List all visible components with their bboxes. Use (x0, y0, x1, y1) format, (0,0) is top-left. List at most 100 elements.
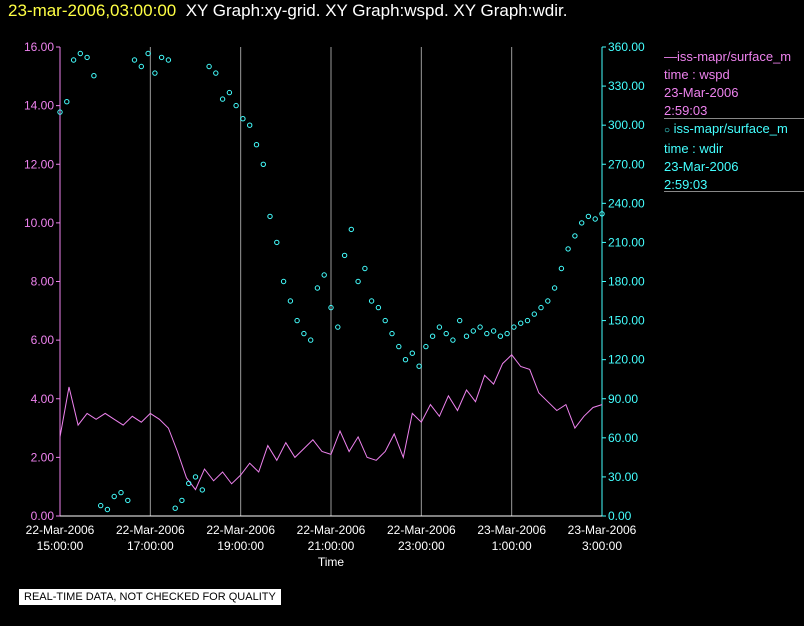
right-tick-label: 240.00 (608, 196, 645, 210)
data-point-wdir (70, 57, 77, 63)
left-tick-label: 16.00 (24, 40, 54, 54)
right-tick-label: 330.00 (608, 79, 645, 93)
x-tick-date: 22-Mar-2006 (387, 523, 456, 537)
data-point-wdir (457, 317, 463, 324)
header-graph-titles: XY Graph:xy-grid. XY Graph:wspd. XY Grap… (185, 1, 568, 20)
right-tick-label: 60.00 (608, 431, 638, 445)
data-point-wdir (260, 161, 266, 168)
left-tick-label: 14.00 (24, 99, 54, 113)
data-point-wdir (402, 357, 409, 363)
data-point-wdir (131, 57, 138, 63)
x-tick-date: 23-Mar-2006 (568, 523, 637, 537)
data-point-wdir (138, 63, 145, 70)
left-tick-label: 8.00 (31, 275, 55, 289)
data-point-wdir (443, 330, 449, 337)
x-tick-date: 22-Mar-2006 (26, 523, 95, 537)
data-point-wdir (226, 89, 233, 96)
data-point-wdir (179, 497, 185, 504)
data-point-wdir (240, 116, 246, 122)
right-tick-label: 30.00 (608, 470, 638, 484)
data-point-wdir (335, 324, 341, 330)
data-point-wdir (470, 328, 476, 334)
data-point-wdir (287, 298, 294, 304)
data-point-wdir (558, 265, 565, 272)
grid-layer (59, 47, 603, 516)
data-point-wdir (274, 239, 280, 246)
data-point-wdir (172, 505, 178, 511)
data-point-wdir (511, 324, 517, 330)
axes-layer: 22-Mar-2006 15:00:00 22-Mar-2006 17:00:00 22… (24, 40, 645, 553)
data-point-wdir (565, 246, 571, 252)
left-tick-label: 6.00 (31, 333, 55, 347)
data-point-wdir (206, 63, 212, 70)
x-tick-date: 22-Mar-2006 (297, 523, 366, 537)
data-point-wdir (158, 54, 165, 61)
x-tick-date: 22-Mar-2006 (116, 523, 185, 537)
data-point-wdir (314, 285, 321, 291)
data-point-wdir (429, 333, 436, 339)
chart-header: 23-mar-2006,03:00:00 XY Graph:xy-grid. X… (8, 1, 567, 21)
data-point-wdir (341, 252, 348, 259)
left-tick-label: 12.00 (24, 157, 54, 171)
data-point-wdir (531, 311, 537, 317)
legend-series-name: —iss-mapr/surface_m (664, 49, 792, 64)
data-point-wdir (382, 317, 388, 324)
data-point-wdir (497, 333, 504, 339)
data-point-wdir (301, 330, 307, 337)
legend-series-time: 2:59:03 (664, 177, 708, 192)
legend-entry-wspd: —iss-mapr/surface_m time : wspd 23-Mar-2… (664, 48, 804, 120)
x-tick-date: 23-Mar-2006 (477, 523, 546, 537)
right-tick-label: 300.00 (608, 118, 645, 132)
data-point-wdir (545, 298, 551, 304)
left-tick-label: 2.00 (31, 450, 55, 464)
data-point-wdir (233, 102, 239, 109)
left-tick-label: 0.00 (31, 509, 55, 523)
data-point-wdir (64, 99, 70, 105)
right-tick-label: 210.00 (608, 235, 645, 249)
legend-series-name: ○ iss-mapr/surface_m (664, 121, 788, 136)
left-tick-label: 4.00 (31, 392, 55, 406)
data-point-wdir (152, 70, 158, 76)
data-point-wdir (490, 328, 497, 334)
right-tick-label: 360.00 (608, 40, 645, 54)
header-timestamp: 23-mar-2006,03:00:00 (8, 1, 177, 20)
data-point-wdir (599, 211, 605, 217)
data-point-wdir (463, 333, 470, 339)
data-point-wdir (518, 320, 524, 326)
data-point-wdir (308, 337, 314, 343)
right-tick-label: 150.00 (608, 314, 645, 328)
legend-series-date: 23-Mar-2006 (664, 159, 739, 174)
data-point-wdir (572, 233, 578, 239)
data-point-wdir (477, 324, 483, 330)
data-point-wdir (253, 142, 260, 148)
x-tick-time: 23:00:00 (398, 539, 445, 553)
data-point-wdir (368, 298, 375, 304)
data-point-wdir (409, 350, 415, 356)
data-point-wdir (247, 122, 253, 128)
quality-disclaimer: REAL-TIME DATA, NOT CHECKED FOR QUALITY (19, 589, 281, 605)
series-line-wspd (59, 354, 603, 491)
data-point-wdir (91, 73, 97, 79)
data-point-wdir (450, 337, 456, 343)
data-point-wdir (294, 317, 300, 324)
data-point-wdir (199, 487, 206, 493)
right-tick-label: 180.00 (608, 275, 645, 289)
data-point-wdir (165, 57, 172, 63)
legend-divider (664, 118, 804, 119)
data-point-wdir (104, 506, 111, 513)
data-point-wdir (504, 330, 510, 337)
x-tick-time: 17:00:00 (127, 539, 174, 553)
data-point-wdir (219, 96, 226, 102)
data-point-wdir (77, 50, 84, 57)
legend-entry-wdir: ○ iss-mapr/surface_m time : wdir 23-Mar-… (664, 120, 804, 194)
data-point-wdir (551, 285, 558, 291)
data-point-wdir (57, 109, 63, 115)
left-tick-label: 10.00 (24, 216, 54, 230)
x-tick-time: 21:00:00 (308, 539, 355, 553)
data-point-wdir (118, 489, 124, 496)
x-tick-time: 19:00:00 (217, 539, 264, 553)
right-tick-label: 120.00 (608, 353, 645, 367)
data-point-wdir (98, 502, 104, 509)
legend-series-time: 2:59:03 (664, 103, 708, 118)
